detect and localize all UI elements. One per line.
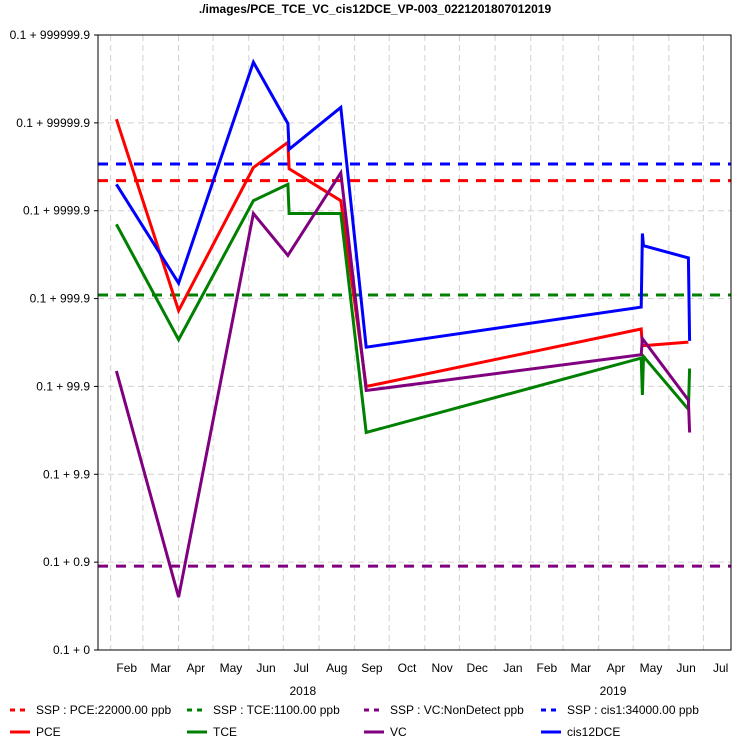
- x-tick-label: Jan: [503, 661, 522, 675]
- y-tick-label: 0.1 + 0.9: [43, 555, 90, 569]
- x-tick-label: Mar: [570, 661, 591, 675]
- series-lines: [114, 58, 692, 598]
- grid: [98, 34, 731, 651]
- y-tick-label: 0.1 + 99999.9: [16, 116, 90, 130]
- x-tick-label: Sep: [361, 661, 383, 675]
- series-line-tce: [115, 181, 692, 435]
- x-tick-label: Oct: [398, 661, 417, 675]
- series-line-pce: [114, 118, 689, 389]
- x-tick-label: May: [640, 661, 663, 675]
- x-tick-label: Mar: [150, 661, 171, 675]
- legend-label: TCE: [213, 725, 237, 739]
- x-tick-label: Jul: [293, 661, 308, 675]
- x-tick-label: Nov: [431, 661, 452, 675]
- chart-title: ./images/PCE_TCE_VC_cis12DCE_VP-003_0221…: [199, 2, 552, 16]
- y-tick-label: 0.1 + 99.9: [36, 379, 90, 393]
- x-tick-label: Jul: [713, 661, 728, 675]
- legend-label: SSP : cis1:34000.00 ppb: [567, 703, 699, 717]
- legend-label: SSP : PCE:22000.00 ppb: [36, 703, 172, 717]
- x-tick-label: Dec: [467, 661, 488, 675]
- y-tick-label: 0.1 + 0: [53, 643, 90, 657]
- x-tick-label: Jun: [676, 661, 695, 675]
- reference-lines: [98, 162, 731, 568]
- y-tick-label: 0.1 + 999999.9: [10, 28, 91, 42]
- y-tick-label: 0.1 + 9.9: [43, 467, 90, 481]
- y-tick-label: 0.1 + 999.9: [30, 292, 91, 306]
- legend-label: cis12DCE: [567, 725, 620, 739]
- x-tick-label: May: [220, 661, 243, 675]
- x-tick-label: Feb: [116, 661, 137, 675]
- x-tick-label: Apr: [607, 661, 626, 675]
- x-tick-label: Feb: [537, 661, 558, 675]
- x-tick-label: Jun: [256, 661, 275, 675]
- y-tick-label: 0.1 + 9999.9: [23, 204, 90, 218]
- x-year-label: 2019: [600, 684, 627, 698]
- legend-label: VC: [390, 725, 407, 739]
- x-tick-label: Apr: [186, 661, 205, 675]
- x-year-label: 2018: [290, 684, 317, 698]
- legend-label: SSP : TCE:1100.00 ppb: [213, 703, 340, 717]
- legend-label: SSP : VC:NonDetect ppb: [390, 703, 524, 717]
- legend: SSP : PCE:22000.00 ppb SSP : TCE:1100.00 …: [10, 703, 699, 739]
- series-line-vc: [114, 168, 692, 598]
- legend-label: PCE: [36, 725, 61, 739]
- axes: 0.1 + 0 0.1 + 0.9 0.1 + 9.9 0.1 + 99.9 0.1 +…: [10, 28, 732, 698]
- plot-frame: [97, 34, 732, 651]
- series-line-cis12dce: [115, 58, 692, 349]
- x-tick-label: Aug: [326, 661, 347, 675]
